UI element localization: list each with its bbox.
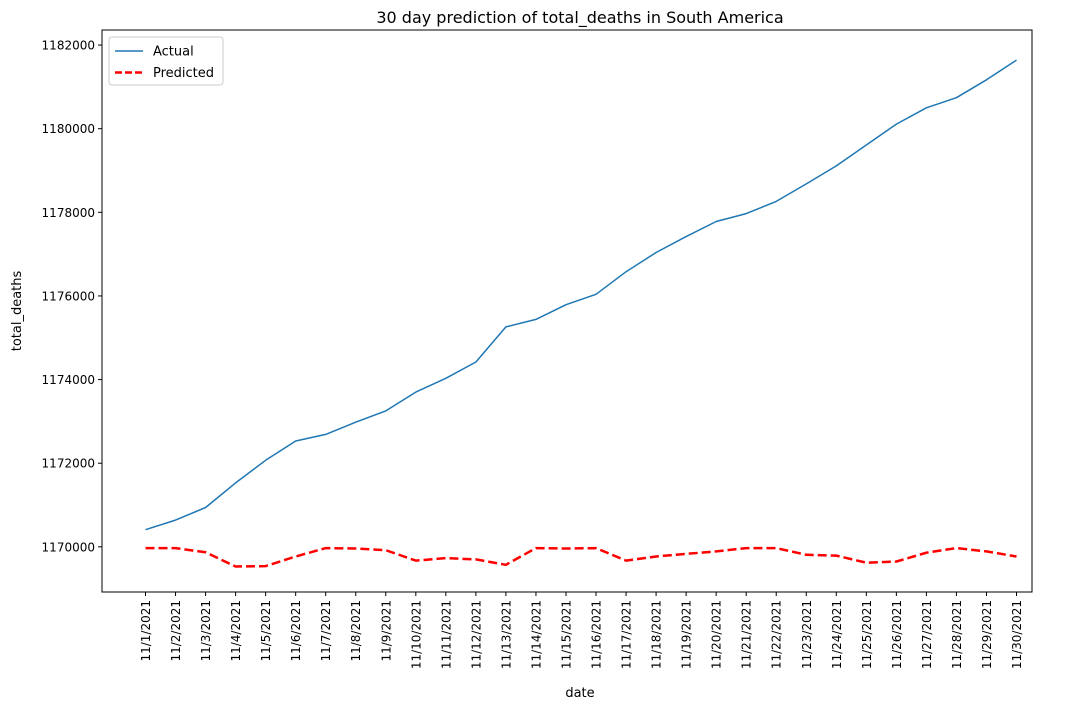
x-tick-label: 11/6/2021 xyxy=(289,600,303,662)
y-axis: 1170000 1172000 1174000 1176000 1178000 11800… xyxy=(42,39,102,554)
x-tick-label: 11/23/2021 xyxy=(800,600,814,669)
plot-area-frame xyxy=(101,29,1033,593)
y-tick-label: 1174000 xyxy=(42,373,95,387)
y-tick-label: 1178000 xyxy=(42,206,95,220)
x-tick-label: 11/22/2021 xyxy=(770,600,784,669)
series-layer xyxy=(145,59,1017,568)
x-tick-label: 11/29/2021 xyxy=(980,600,994,669)
x-tick-label: 11/17/2021 xyxy=(620,600,634,669)
x-tick-label: 11/9/2021 xyxy=(379,600,393,662)
x-axis: 11/1/2021 11/2/2021 11/3/2021 11/4/2021 11/5… xyxy=(139,592,1024,669)
x-tick-label: 11/15/2021 xyxy=(559,600,573,669)
x-tick-label: 11/16/2021 xyxy=(590,600,604,669)
x-tick-label: 11/24/2021 xyxy=(830,600,844,669)
x-tick-label: 11/3/2021 xyxy=(199,600,213,662)
x-tick-label: 11/4/2021 xyxy=(229,600,243,662)
y-tick-label: 1182000 xyxy=(42,39,95,53)
x-tick-label: 11/10/2021 xyxy=(409,600,423,669)
y-tick-label: 1170000 xyxy=(42,540,95,554)
x-tick-label: 11/12/2021 xyxy=(469,600,483,669)
x-tick-label: 11/13/2021 xyxy=(499,600,513,669)
series-line-predicted xyxy=(145,546,1017,568)
y-axis-label: total_deaths xyxy=(10,271,25,352)
series-line-actual xyxy=(145,59,1017,531)
y-tick-label: 1176000 xyxy=(42,289,95,303)
x-tick-label: 11/20/2021 xyxy=(710,600,724,669)
x-tick-label: 11/21/2021 xyxy=(740,600,754,669)
x-tick-label: 11/14/2021 xyxy=(529,600,543,669)
legend: Actual Predicted xyxy=(108,36,224,86)
x-tick-label: 11/18/2021 xyxy=(650,600,664,669)
x-tick-label: 11/5/2021 xyxy=(259,600,273,662)
legend-label: Predicted xyxy=(153,66,214,81)
x-tick-label: 11/11/2021 xyxy=(439,600,453,669)
x-tick-label: 11/30/2021 xyxy=(1010,600,1024,669)
x-tick-label: 11/7/2021 xyxy=(319,600,333,662)
x-tick-label: 11/8/2021 xyxy=(349,600,363,662)
chart-title: 30 day prediction of total_deaths in Sou… xyxy=(376,8,783,28)
x-tick-label: 11/2/2021 xyxy=(169,600,183,662)
legend-label: Actual xyxy=(153,45,194,60)
x-tick-label: 11/25/2021 xyxy=(860,600,874,669)
x-tick-label: 11/1/2021 xyxy=(139,600,153,662)
y-tick-label: 1180000 xyxy=(42,122,95,136)
y-tick-label: 1172000 xyxy=(42,457,95,471)
x-tick-label: 11/28/2021 xyxy=(950,600,964,669)
x-axis-label: date xyxy=(565,686,594,701)
x-tick-label: 11/27/2021 xyxy=(920,600,934,669)
x-tick-label: 11/26/2021 xyxy=(890,600,904,669)
x-tick-label: 11/19/2021 xyxy=(680,600,694,669)
